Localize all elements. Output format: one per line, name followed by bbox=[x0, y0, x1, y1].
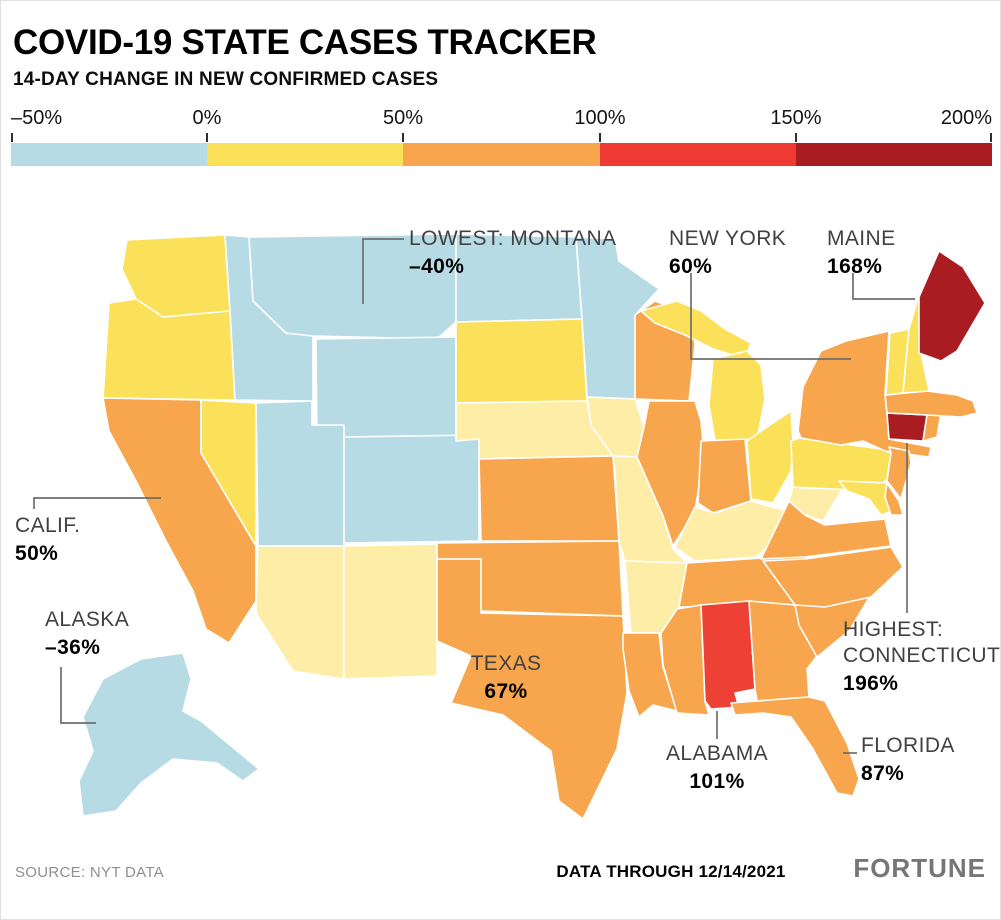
state-fl bbox=[730, 696, 860, 797]
annotation-florida-value: 87% bbox=[861, 762, 905, 785]
legend-ticks bbox=[11, 132, 992, 143]
legend-labels: –50% 0% 50% 100% 150% 200% bbox=[11, 107, 992, 132]
state-co bbox=[343, 434, 480, 544]
legend-tick bbox=[599, 133, 601, 142]
fortune-logo: FORTUNE bbox=[853, 853, 986, 883]
annotation-connecticut-value: 196% bbox=[843, 672, 899, 695]
state-de bbox=[884, 482, 904, 516]
annotation-new-york: NEW YORK 60% bbox=[669, 226, 786, 280]
legend-tick bbox=[402, 133, 404, 142]
page-subtitle: 14-DAY CHANGE IN NEW CONFIRMED CASES bbox=[13, 69, 439, 90]
annotation-texas-value: 67% bbox=[484, 680, 528, 703]
source-credit: SOURCE: NYT DATA bbox=[15, 864, 164, 881]
data-through-note: DATA THROUGH 12/14/2021 bbox=[556, 862, 786, 881]
annotation-new-york-label: NEW YORK bbox=[669, 227, 787, 250]
leader-line-new-york bbox=[690, 273, 851, 360]
legend-label: 50% bbox=[382, 107, 424, 129]
legend-label: 0% bbox=[192, 107, 222, 129]
annotation-california-value: 50% bbox=[15, 542, 59, 565]
state-ks bbox=[478, 455, 620, 542]
legend-tick bbox=[795, 133, 797, 142]
leader-line-california bbox=[33, 497, 161, 509]
state-nv bbox=[200, 399, 257, 547]
legend-segment-yellow bbox=[207, 143, 404, 166]
leader-line-alaska bbox=[60, 667, 96, 724]
legend-segment-red bbox=[599, 143, 796, 166]
legend-tick bbox=[11, 133, 13, 142]
annotation-montana: LOWEST: MONTANA –40% bbox=[409, 226, 616, 280]
annotation-connecticut: HIGHEST: CONNECTICUT 196% bbox=[843, 617, 1000, 697]
legend-segment-darkred bbox=[795, 143, 993, 166]
annotation-alaska: ALASKA –36% bbox=[45, 607, 129, 661]
state-ky bbox=[674, 500, 802, 562]
state-nj bbox=[886, 446, 912, 500]
annotation-connecticut-label: HIGHEST: CONNECTICUT bbox=[843, 618, 1001, 667]
state-ma bbox=[884, 390, 978, 418]
state-tx bbox=[436, 558, 628, 820]
annotation-california-label: CALIF. bbox=[15, 514, 81, 537]
state-nm bbox=[343, 543, 438, 680]
annotation-florida: FLORIDA 87% bbox=[861, 733, 955, 787]
annotation-maine-label: MAINE bbox=[827, 227, 896, 250]
legend-label: –50% bbox=[11, 107, 63, 129]
state-ak bbox=[78, 652, 260, 817]
state-nc bbox=[762, 546, 904, 608]
state-la bbox=[622, 632, 678, 718]
legend-tick bbox=[990, 133, 992, 142]
legend-tick bbox=[206, 133, 208, 142]
state-in bbox=[697, 438, 752, 514]
state-az bbox=[255, 545, 345, 680]
state-sd bbox=[455, 318, 588, 404]
color-scale-legend: –50% 0% 50% 100% 150% 200% bbox=[11, 107, 993, 166]
page-title: COVID-19 STATE CASES TRACKER bbox=[13, 23, 597, 62]
state-ct bbox=[886, 412, 928, 442]
annotation-texas-label: TEXAS bbox=[470, 652, 542, 675]
legend-label: 200% bbox=[940, 107, 992, 129]
annotation-alabama: ALABAMA 101% bbox=[657, 741, 777, 795]
state-mi bbox=[708, 350, 766, 442]
annotation-alaska-label: ALASKA bbox=[45, 608, 130, 631]
annotation-florida-label: FLORIDA bbox=[861, 734, 955, 757]
annotation-montana-label: LOWEST: MONTANA bbox=[409, 227, 617, 250]
annotation-alabama-value: 101% bbox=[689, 770, 745, 793]
annotation-texas: TEXAS 67% bbox=[441, 651, 571, 705]
leader-line-maine bbox=[852, 273, 915, 300]
state-al bbox=[700, 600, 756, 710]
legend-segment-orange bbox=[403, 143, 600, 166]
annotation-alabama-label: ALABAMA bbox=[665, 742, 768, 765]
state-me bbox=[918, 250, 986, 362]
annotation-alaska-value: –36% bbox=[45, 636, 101, 659]
legend-label: 100% bbox=[574, 107, 626, 129]
legend-color-bar bbox=[11, 143, 993, 166]
annotation-maine-value: 168% bbox=[827, 255, 883, 278]
legend-label: 150% bbox=[770, 107, 822, 129]
legend-segment-blue bbox=[11, 143, 208, 166]
annotation-california: CALIF. 50% bbox=[15, 513, 80, 567]
annotation-montana-value: –40% bbox=[409, 255, 465, 278]
annotation-new-york-value: 60% bbox=[669, 255, 713, 278]
annotation-maine: MAINE 168% bbox=[827, 226, 896, 280]
leader-line-montana bbox=[362, 238, 404, 304]
